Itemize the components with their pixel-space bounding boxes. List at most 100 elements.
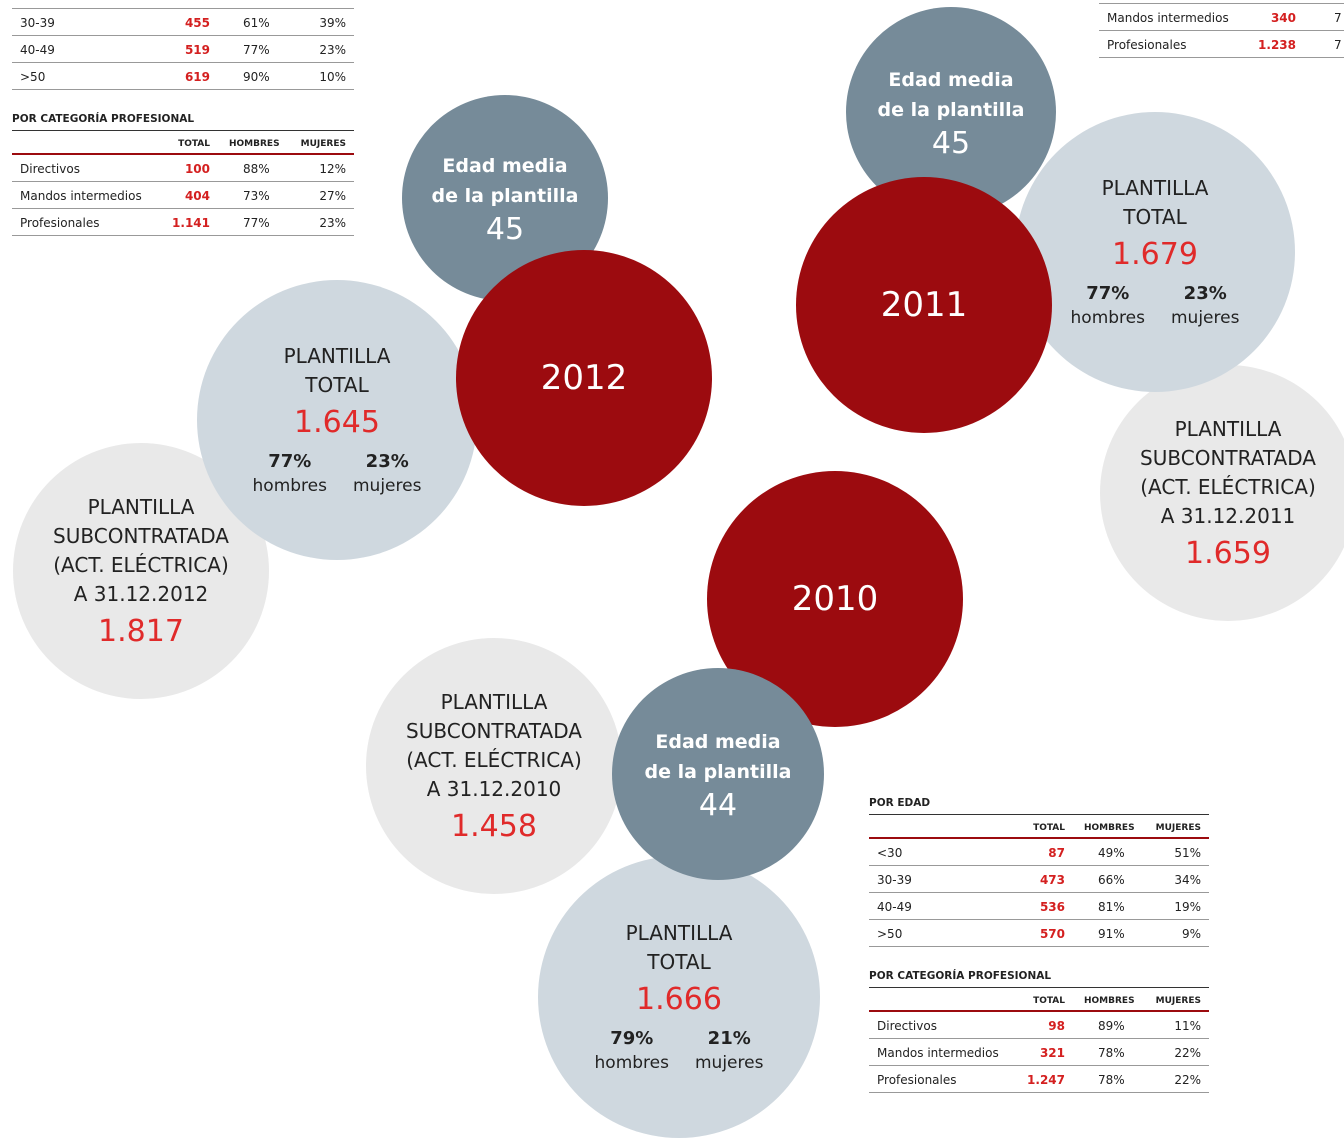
column-header: TOTAL (178, 139, 210, 149)
bubble-label: Edad media (442, 155, 568, 177)
row-label: 30-39 (877, 873, 912, 887)
bubble-label: PLANTILLA (1174, 417, 1282, 441)
cell: 1.141 (172, 216, 210, 230)
cell: 455 (184, 16, 210, 30)
row-label: Profesionales (877, 1073, 957, 1087)
bubble-value: 45 (931, 126, 971, 161)
gender-pct: 77% (268, 451, 312, 472)
bubble-label: TOTAL (305, 373, 369, 397)
cell: 66% (1098, 873, 1125, 887)
gender-split: 77% hombres 23% mujeres (1071, 282, 1240, 330)
bubble-value: 44 (698, 788, 738, 823)
bubble-label: (ACT. ELÉCTRICA) (406, 748, 582, 772)
gender-pct: 23% (365, 451, 409, 472)
cell: 52% (243, 0, 270, 3)
bubble-value: 1.458 (451, 809, 537, 844)
column-header: TOTAL (1033, 823, 1065, 833)
total-bubble: PLANTILLA TOTAL 1.679 77% hombres 23% mujeres (1015, 112, 1295, 392)
cell: 77% (243, 43, 270, 57)
gender-label: hombres (594, 1053, 669, 1073)
bubble-label: Edad media (888, 69, 1014, 91)
cell: 1.247 (1027, 1073, 1065, 1087)
bubble-label: PLANTILLA (625, 921, 733, 945)
gender-item: 77% hombres (1071, 282, 1145, 330)
column-header: HOMBRES (1084, 823, 1135, 833)
table-row: 40-49 519 77% 23% (12, 36, 354, 63)
bubble-label: de la plantilla (431, 185, 579, 207)
bubble-value: 1.645 (294, 405, 380, 440)
age-bubble: Edad media de la plantilla 44 (612, 668, 824, 880)
table-row: Directivos 100 88% 12% (12, 155, 354, 182)
gender-item: 79% hombres (595, 1027, 669, 1075)
cell: 9% (1181, 927, 1201, 941)
table-row: >50 619 90% 10% (12, 63, 354, 90)
bubble-label: de la plantilla (644, 761, 792, 783)
column-header: HOMBRES (229, 139, 280, 149)
cell: 7 (1334, 11, 1342, 25)
table-row: Directivos 98 89% 11% (869, 1012, 1209, 1039)
gender-pct: 21% (707, 1028, 751, 1049)
cell: 78% (1098, 1073, 1125, 1087)
cell: 78% (1098, 1046, 1125, 1060)
row-label: <30 (20, 0, 45, 3)
row-label: Mandos intermedios (1107, 11, 1229, 25)
gender-label: mujeres (695, 1053, 764, 1073)
gender-item: 21% mujeres (695, 1027, 763, 1075)
gender-pct: 79% (610, 1028, 654, 1049)
cell: 10% (319, 70, 346, 84)
table-row: Mandos intermedios 321 78% 22% (869, 1039, 1209, 1066)
gender-label: mujeres (1171, 308, 1240, 328)
table-row: Profesionales 1.238 7 (1099, 31, 1344, 58)
table-row: Directivos1019 (1099, 0, 1344, 4)
row-label: 30-39 (20, 16, 55, 30)
gender-item: 77% hombres (253, 450, 327, 498)
table-row: Mandos intermedios 340 7 (1099, 4, 1344, 31)
row-label: 40-49 (877, 900, 912, 914)
cell: 34% (1174, 873, 1201, 887)
row-label: >50 (877, 927, 903, 941)
table-row: >50 570 91% 9% (869, 920, 1209, 947)
row-label: Mandos intermedios (877, 1046, 999, 1060)
cell: 51% (1174, 846, 1201, 860)
data-table: Directivos1019Mandos intermedios3407Prof… (1099, 0, 1344, 58)
sub-bubble: PLANTILLA SUBCONTRATADA (ACT. ELÉCTRICA) A … (366, 638, 622, 894)
cell: 89% (1098, 1019, 1125, 1033)
column-header: MUJERES (1155, 996, 1201, 1006)
gender-item: 23% mujeres (353, 450, 421, 498)
gender-pct: 77% (1086, 283, 1130, 304)
table-row: Mandos intermedios 404 73% 27% (12, 182, 354, 209)
bubble-value: 1.679 (1112, 237, 1198, 272)
row-label: >50 (20, 70, 46, 84)
cell: 81% (1098, 900, 1125, 914)
cell: 11% (1174, 1019, 1201, 1033)
table-row: Profesionales 1.247 78% 22% (869, 1066, 1209, 1093)
section-title: POR EDAD (869, 788, 1209, 815)
section-title: POR CATEGORÍA PROFESIONAL (12, 104, 354, 131)
table-header: TOTAL HOMBRES MUJERES (12, 131, 354, 155)
cell: 570 (1039, 927, 1065, 941)
bubble-label: Edad media (655, 731, 781, 753)
total-bubble: PLANTILLA TOTAL 1.645 77% hombres 23% mujeres (197, 280, 477, 560)
table-row: <30 87 49% 51% (869, 839, 1209, 866)
bubble-label: PLANTILLA (283, 344, 391, 368)
gender-label: hombres (252, 476, 327, 496)
bubble-label: PLANTILLA (1101, 176, 1209, 200)
bubble-label: PLANTILLA (87, 495, 195, 519)
bubble-value: 1.666 (636, 982, 722, 1017)
row-label: <30 (877, 846, 903, 860)
cell: 39% (319, 16, 346, 30)
gender-label: hombres (1070, 308, 1145, 328)
bubble-label: SUBCONTRATADA (406, 719, 582, 743)
cell: 22% (1174, 1046, 1201, 1060)
bubble-label: SUBCONTRATADA (53, 524, 229, 548)
bubble-value: 1.817 (98, 614, 184, 649)
column-header: HOMBRES (1084, 996, 1135, 1006)
year-bubble: 2012 (456, 250, 712, 506)
gender-split: 79% hombres 21% mujeres (595, 1027, 764, 1075)
cell: 88% (243, 162, 270, 176)
cell: 100 (184, 162, 210, 176)
total-bubble: PLANTILLA TOTAL 1.666 79% hombres 21% mujeres (538, 856, 820, 1138)
bubble-value: 45 (485, 212, 525, 247)
cell: 98 (1048, 1019, 1065, 1033)
